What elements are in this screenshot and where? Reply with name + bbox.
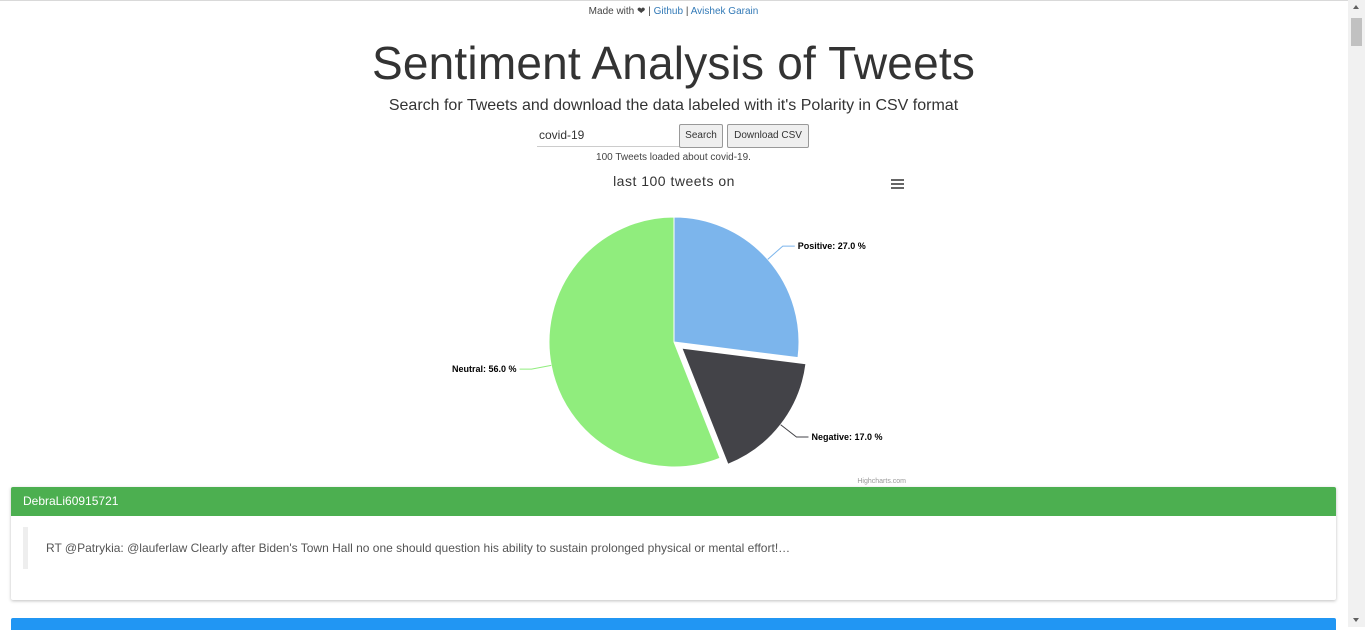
separator: |	[648, 6, 651, 17]
pie-chart: Positive: 27.0 % Negative: 17.0 % Neutral:…	[452, 172, 909, 485]
hamburger-menu-icon[interactable]	[885, 172, 909, 196]
tweet-text: RT @Patrykia: @lauferlaw Clearly after B…	[23, 527, 1336, 569]
data-label-negative: Negative: 17.0 %	[811, 432, 882, 442]
status-text: 100 Tweets loaded about covid-19.	[596, 152, 751, 163]
pie-slice-positive[interactable]	[673, 216, 800, 359]
highcharts-credit[interactable]: Highcharts.com	[857, 478, 906, 485]
credit-line: Made with ❤ | Github | Avishek Garain	[0, 6, 1347, 17]
pie-slice-negative[interactable]	[681, 347, 807, 466]
connector-negative	[780, 424, 809, 438]
top-border	[0, 0, 1365, 1]
search-input[interactable]	[537, 124, 679, 147]
scroll-down-icon[interactable]	[1353, 618, 1359, 622]
scroll-up-icon[interactable]	[1353, 5, 1359, 9]
scroll-thumb[interactable]	[1351, 18, 1362, 46]
next-tweet-card	[11, 618, 1336, 630]
scrollbar[interactable]	[1348, 0, 1365, 627]
made-with-text: Made with	[588, 6, 635, 17]
page-subtitle: Search for Tweets and download the data …	[388, 97, 959, 114]
pie-slice-neutral[interactable]	[548, 216, 721, 468]
download-csv-button[interactable]: Download CSV	[727, 124, 809, 148]
chart-title: last 100 tweets on	[613, 173, 735, 189]
data-label-positive: Positive: 27.0 %	[798, 241, 866, 251]
separator: |	[685, 6, 689, 17]
heart-icon: ❤	[637, 6, 646, 17]
github-link[interactable]: Github	[653, 6, 684, 17]
connector-neutral	[519, 364, 552, 370]
tweet-username: DebraLi60915721	[11, 487, 1336, 516]
connector-positive	[767, 245, 795, 260]
page-title: Sentiment Analysis of Tweets	[371, 37, 976, 89]
search-button[interactable]: Search	[679, 124, 723, 148]
data-label-neutral: Neutral: 56.0 %	[452, 364, 517, 374]
author-link[interactable]: Avishek Garain	[690, 6, 759, 17]
tweet-card: DebraLi60915721 RT @Patrykia: @lauferlaw…	[11, 487, 1336, 600]
